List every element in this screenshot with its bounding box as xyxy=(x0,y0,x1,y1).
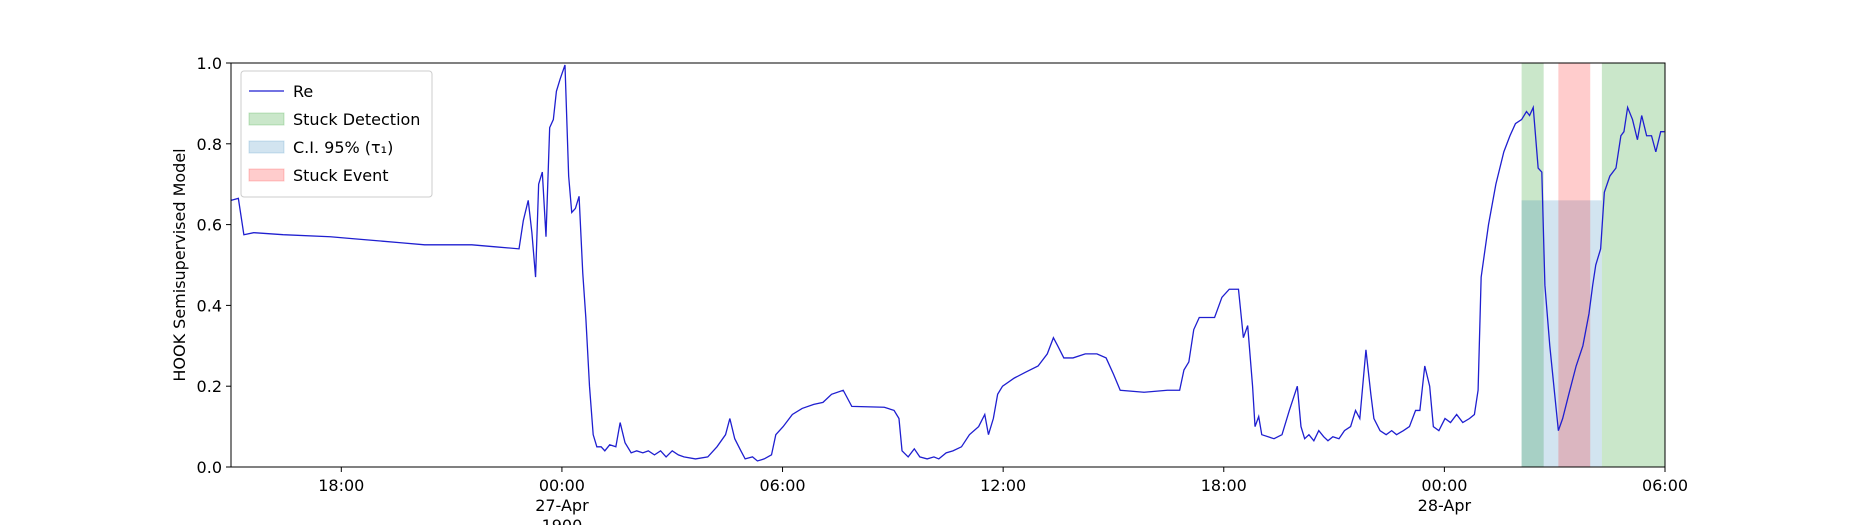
y-tick-label: 0.4 xyxy=(197,296,222,315)
x-tick-label-line: 00:00 xyxy=(1421,476,1467,495)
x-tick-label-line: 00:00 xyxy=(539,476,585,495)
legend-label: Stuck Event xyxy=(293,166,389,185)
x-tick-label: 18:00 xyxy=(318,476,364,495)
legend-swatch xyxy=(248,112,285,126)
x-tick-label-line: 06:00 xyxy=(759,476,805,495)
y-axis-label: HOOK Semisupervised Model xyxy=(170,148,189,381)
x-tick-label-line: 06:00 xyxy=(1642,476,1688,495)
y-tick-label: 0.8 xyxy=(197,135,222,154)
x-tick-label-line: 27-Apr xyxy=(535,496,589,515)
legend-swatch xyxy=(248,140,285,154)
y-tick-label: 0.0 xyxy=(197,458,222,477)
legend-label: Re xyxy=(293,82,313,101)
legend-label: Stuck Detection xyxy=(293,110,420,129)
x-tick-label: 06:00 xyxy=(759,476,805,495)
x-tick-label: 00:00 28-Apr xyxy=(1418,476,1472,515)
x-tick-label: 06:00 xyxy=(1642,476,1688,495)
data-line xyxy=(230,64,1665,462)
y-tick-label: 1.0 xyxy=(197,54,222,73)
x-tick-label-line: 1900 xyxy=(542,516,583,525)
y-tick-label: 0.6 xyxy=(197,216,222,235)
x-tick-label-line: 28-Apr xyxy=(1418,496,1472,515)
x-tick-label-line: 12:00 xyxy=(980,476,1026,495)
legend-box xyxy=(240,70,433,198)
x-tick-label: 12:00 xyxy=(980,476,1026,495)
region xyxy=(1601,63,1665,467)
legend-swatch xyxy=(248,168,285,182)
axes-frame xyxy=(230,62,1666,468)
x-tick-label: 18:00 xyxy=(1201,476,1247,495)
y-tick-label: 0.2 xyxy=(197,377,222,396)
x-tick-label-line: 18:00 xyxy=(318,476,364,495)
legend-label: C.I. 95% (τ₁) xyxy=(293,138,393,157)
x-tick-label-line: 18:00 xyxy=(1201,476,1247,495)
region xyxy=(1558,63,1591,467)
